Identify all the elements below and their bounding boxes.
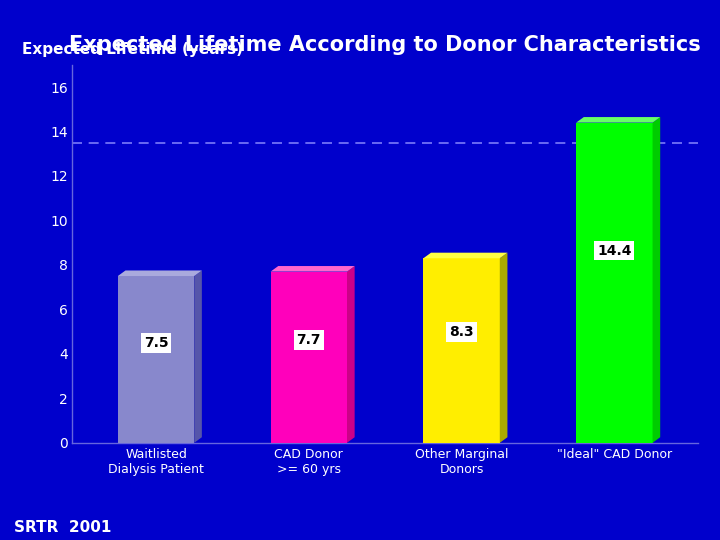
- Text: 7.7: 7.7: [297, 333, 321, 347]
- Polygon shape: [576, 117, 660, 123]
- Text: Expected Lifetime (years): Expected Lifetime (years): [22, 42, 243, 57]
- Bar: [423, 258, 500, 443]
- Polygon shape: [423, 253, 508, 258]
- Text: 14.4: 14.4: [597, 244, 631, 258]
- Polygon shape: [347, 266, 355, 443]
- Polygon shape: [271, 266, 355, 272]
- Bar: [576, 123, 652, 443]
- Bar: [271, 272, 347, 443]
- Bar: [118, 276, 194, 443]
- Polygon shape: [652, 117, 660, 443]
- Polygon shape: [194, 271, 202, 443]
- Polygon shape: [118, 271, 202, 276]
- Text: SRTR  2001: SRTR 2001: [14, 519, 112, 535]
- Text: 7.5: 7.5: [144, 336, 168, 350]
- Polygon shape: [500, 253, 508, 443]
- Text: 8.3: 8.3: [449, 325, 474, 339]
- Title: Expected Lifetime According to Donor Characteristics: Expected Lifetime According to Donor Cha…: [69, 35, 701, 55]
